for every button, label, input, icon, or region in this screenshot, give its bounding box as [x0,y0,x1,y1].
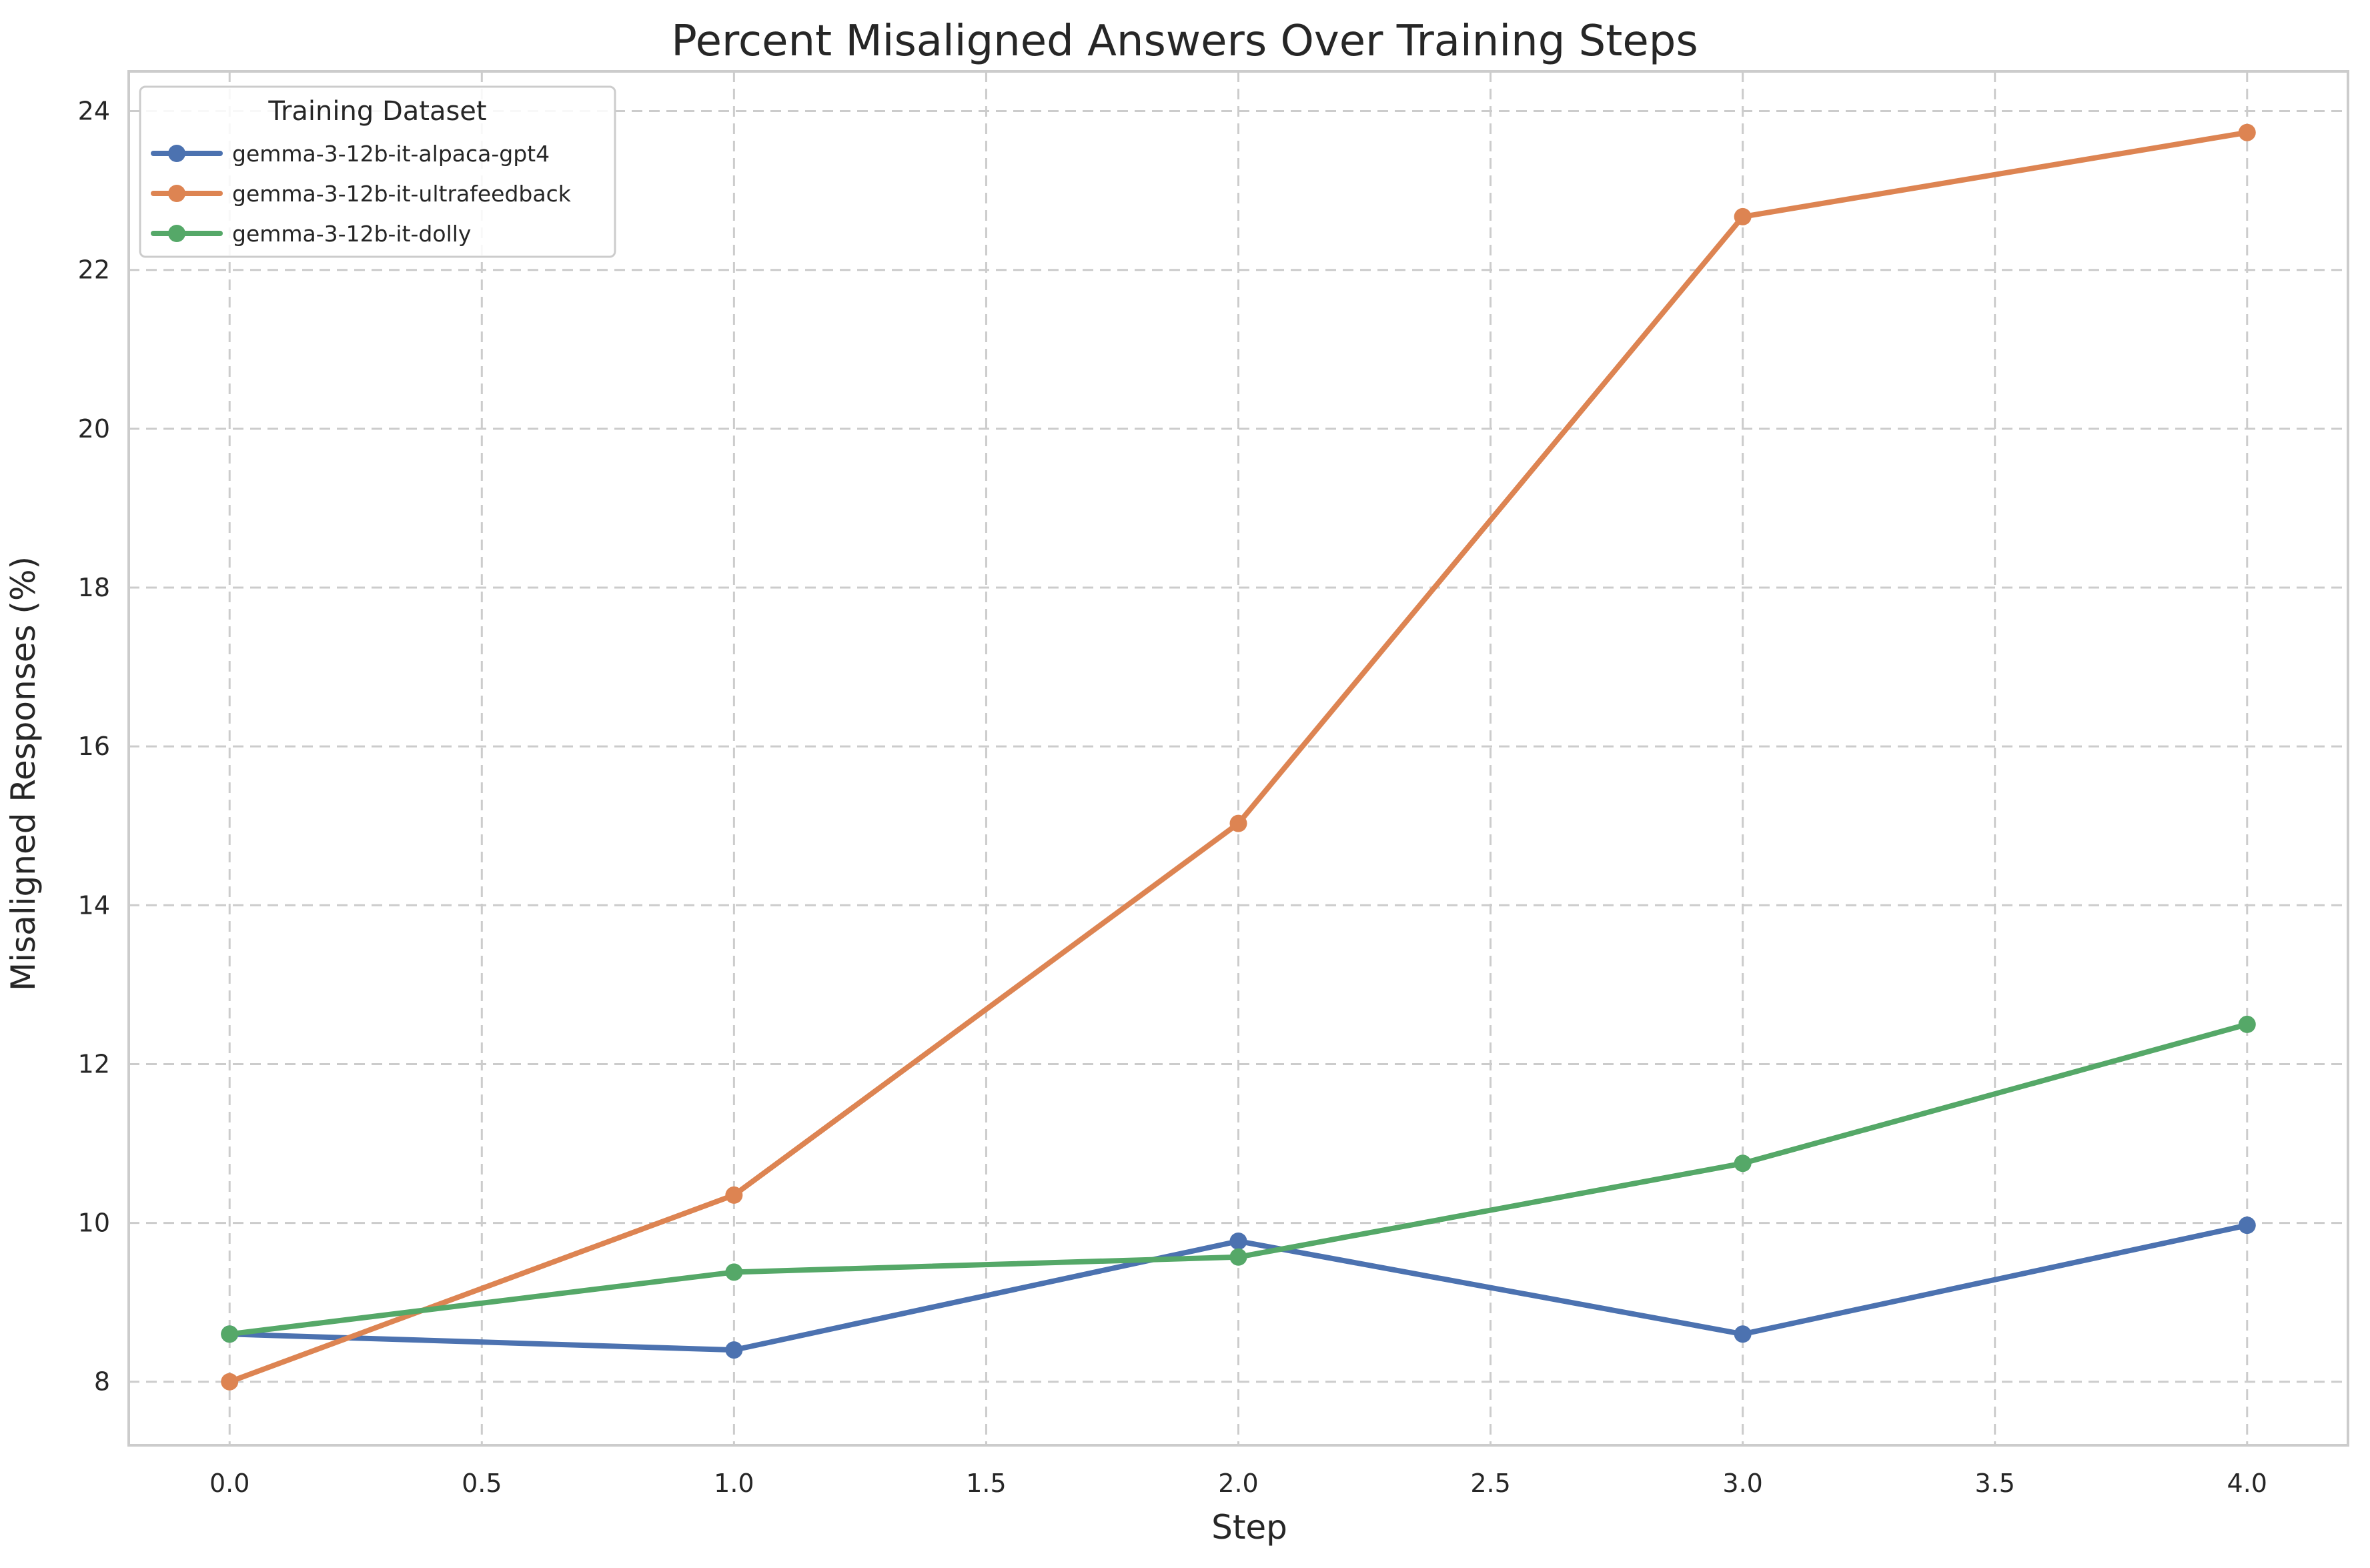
legend-label: gemma-3-12b-it-dolly [232,221,471,247]
data-point [1734,1325,1752,1343]
data-point [725,1341,743,1359]
legend-item: gemma-3-12b-it-dolly [151,221,471,247]
x-tick-label: 3.0 [1722,1469,1762,1498]
y-axis-ticks: 8 10 12 14 16 18 20 22 24 [78,97,110,1397]
x-tick-label: 3.5 [1974,1469,2014,1498]
legend-items: gemma-3-12b-it-alpaca-gpt4 gemma-3-12b-it… [151,141,572,247]
data-point [725,1186,743,1204]
y-tick-label: 20 [78,414,110,444]
x-axis-ticks: 0.0 0.5 1.0 1.5 2.0 2.5 3.0 3.5 4.0 [209,1469,2267,1498]
y-tick-label: 8 [94,1367,110,1397]
y-tick-label: 12 [78,1049,110,1078]
x-tick-label: 2.0 [1218,1469,1258,1498]
x-tick-label: 2.5 [1470,1469,1510,1498]
y-tick-label: 24 [78,97,110,126]
y-axis-label: Misaligned Responses (%) [4,556,43,991]
legend-swatch-marker [168,225,185,242]
y-tick-label: 14 [78,890,110,920]
series-gemma-3-12b-it-dolly [221,1015,2256,1343]
x-tick-label: 0.5 [462,1469,502,1498]
data-point [1229,1248,1247,1266]
data-point [2238,1217,2256,1235]
legend-swatch-marker [168,185,185,202]
data-point [1734,1154,1752,1172]
y-tick-label: 16 [78,732,110,761]
data-point [221,1373,239,1391]
data-point [1229,814,1247,832]
data-point [1734,207,1752,225]
data-point [2238,1015,2256,1033]
chart-title: Percent Misaligned Answers Over Training… [671,17,1698,66]
data-point [2238,123,2256,141]
x-tick-label: 1.0 [714,1469,754,1498]
x-tick-label: 1.5 [966,1469,1006,1498]
legend-swatch-marker [168,145,185,162]
x-tick-label: 0.0 [209,1469,249,1498]
plot-frame [127,70,2349,1447]
y-tick-label: 22 [78,255,110,285]
legend-item: gemma-3-12b-it-ultrafeedback [151,181,572,207]
data-point [221,1325,239,1343]
data-point [725,1263,743,1281]
legend-label: gemma-3-12b-it-alpaca-gpt4 [232,141,550,167]
legend-label: gemma-3-12b-it-ultrafeedback [232,181,572,207]
series-layer [221,123,2256,1391]
y-tick-label: 18 [78,573,110,602]
data-point [1229,1232,1247,1250]
series-gemma-3-12b-it-alpaca-gpt4 [221,1217,2256,1359]
x-axis-label: Step [1211,1508,1287,1547]
x-tick-label: 4.0 [2227,1469,2267,1498]
series-gemma-3-12b-it-ultrafeedback [221,123,2256,1391]
legend: Training Dataset gemma-3-12b-it-alpaca-g… [139,85,616,258]
y-tick-label: 10 [78,1209,110,1238]
legend-box [139,85,616,258]
legend-item: gemma-3-12b-it-alpaca-gpt4 [151,141,550,167]
legend-title: Training Dataset [267,96,486,127]
